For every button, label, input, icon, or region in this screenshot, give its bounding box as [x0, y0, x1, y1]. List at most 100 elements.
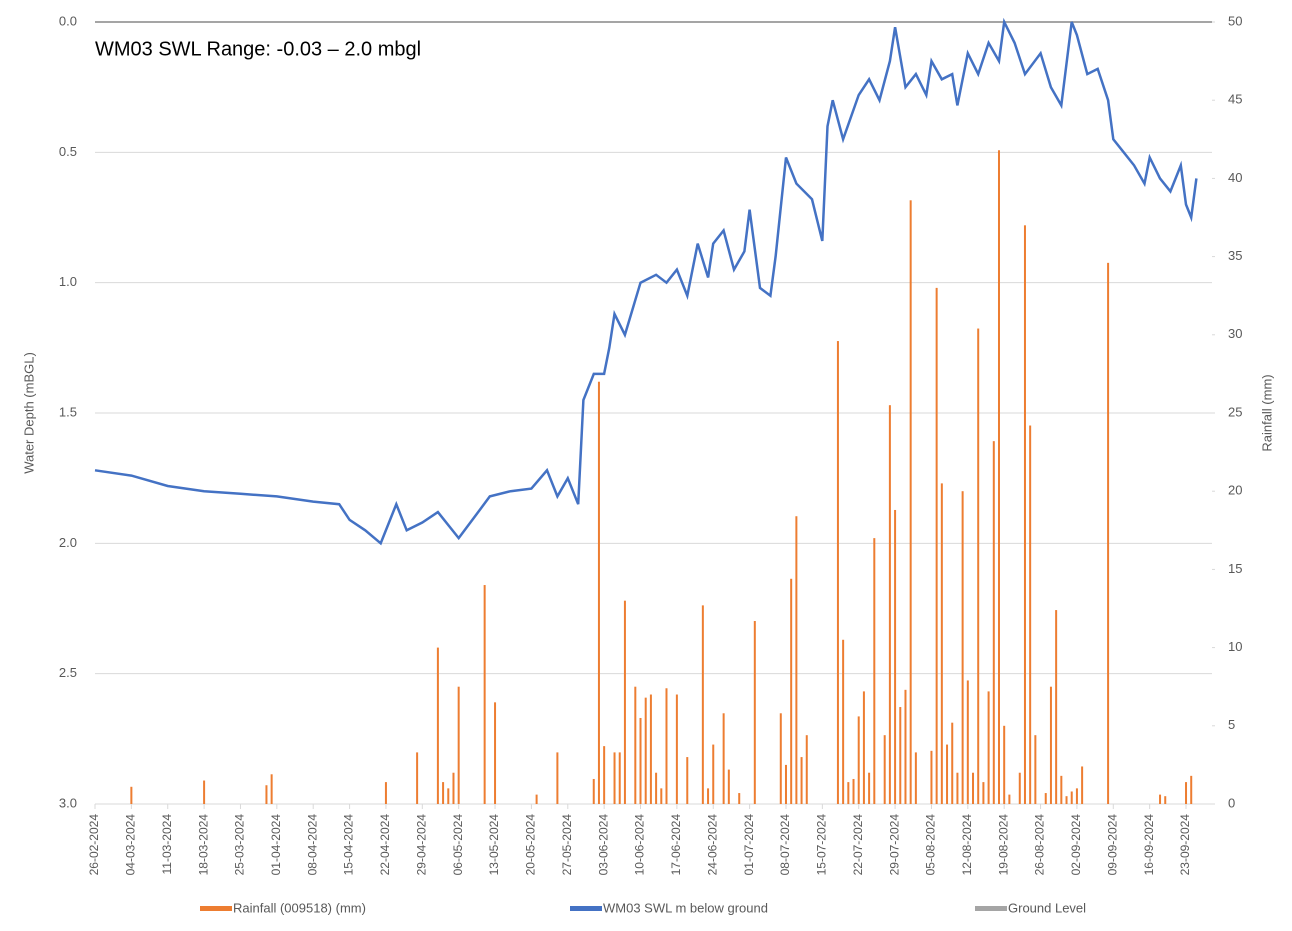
rain-bar: [951, 722, 954, 804]
rain-bar: [779, 713, 782, 804]
rain-bar: [452, 772, 455, 804]
y-tick-label: 0.0: [59, 13, 77, 28]
rain-bar: [618, 752, 621, 804]
x-tick-label: 12-08-2024: [960, 814, 974, 876]
rain-bar: [592, 778, 595, 804]
rain-bar: [982, 782, 985, 804]
rain-bar: [722, 713, 725, 804]
rain-bar: [784, 764, 787, 804]
y-axis-title: Water Depth (mBGL): [21, 352, 36, 474]
rain-bar: [852, 778, 855, 804]
level-line: [94, 17, 1198, 546]
x-tick-label: 27-05-2024: [560, 814, 574, 876]
legend-label: Rainfall (009518) (mm): [233, 900, 366, 915]
rain-bar: [753, 621, 756, 804]
rain-bar: [660, 788, 663, 804]
rain-bar: [800, 757, 803, 804]
y2-tick-label: 15: [1228, 561, 1242, 576]
x-tick-label: 03-06-2024: [596, 814, 610, 876]
x-tick-label: 10-06-2024: [633, 814, 647, 876]
rain-bar: [1044, 793, 1047, 804]
rain-bar: [795, 516, 798, 804]
x-tick-label: 04-03-2024: [124, 814, 138, 876]
rain-bar: [727, 769, 730, 804]
x-tick-label: 22-07-2024: [851, 814, 865, 876]
x-tick-label: 01-04-2024: [269, 814, 283, 876]
rain-bar: [940, 483, 943, 804]
x-tick-label: 08-07-2024: [778, 814, 792, 876]
rain-bar: [987, 691, 990, 804]
x-tick-label: 08-04-2024: [305, 814, 319, 876]
y2-tick-label: 35: [1228, 248, 1242, 263]
x-tick-label: 02-09-2024: [1069, 814, 1083, 876]
x-tick-label: 25-03-2024: [233, 814, 247, 876]
legend-swatch: [570, 906, 602, 911]
y2-tick-label: 45: [1228, 92, 1242, 107]
rain-bar: [639, 717, 642, 804]
legend-swatch: [975, 906, 1007, 911]
rain-bar: [862, 691, 865, 804]
rain-bar: [712, 744, 715, 804]
x-tick-label: 13-05-2024: [487, 814, 501, 876]
rain-bar: [1049, 686, 1052, 804]
rain-bar: [935, 287, 938, 804]
rain-bar: [992, 441, 995, 804]
x-tick-label: 05-08-2024: [924, 814, 938, 876]
rain-bar: [655, 772, 658, 804]
rain-bar: [644, 697, 647, 804]
rain-bar: [265, 785, 268, 804]
y-tick-label: 0.5: [59, 144, 77, 159]
rain-bar: [961, 491, 964, 804]
rain-bar: [873, 538, 876, 804]
rain-bar: [790, 578, 793, 804]
x-tick-label: 20-05-2024: [524, 814, 538, 876]
rain-bar: [966, 680, 969, 804]
rain-bar: [494, 702, 497, 804]
rain-bar: [899, 707, 902, 804]
rain-bar: [270, 774, 273, 804]
y2-tick-label: 0: [1228, 795, 1235, 810]
y-tick-label: 3.0: [59, 795, 77, 810]
x-tick-label: 26-02-2024: [87, 814, 101, 876]
chart-title: WM03 SWL Range: -0.03 – 2.0 mbgl: [95, 38, 421, 60]
x-tick-label: 06-05-2024: [451, 814, 465, 876]
rain-bar: [1065, 796, 1068, 804]
rain-bar: [738, 793, 741, 804]
legend-swatch: [200, 906, 232, 911]
x-tick-label: 19-08-2024: [996, 814, 1010, 876]
rain-bar: [686, 757, 689, 804]
rain-bar: [384, 782, 387, 804]
rain-bar: [909, 200, 912, 804]
rain-bar: [868, 772, 871, 804]
rain-bar: [805, 735, 808, 804]
rain-bar: [857, 716, 860, 804]
rain-bar: [894, 509, 897, 804]
rain-bar: [707, 788, 710, 804]
rain-bar: [1018, 772, 1021, 804]
rain-bar: [956, 772, 959, 804]
rain-bar: [1003, 725, 1006, 804]
x-tick-label: 16-09-2024: [1142, 814, 1156, 876]
rain-bar: [613, 752, 616, 804]
rain-bar: [1060, 775, 1063, 804]
y2-tick-label: 10: [1228, 639, 1242, 654]
rain-bar: [634, 686, 637, 804]
y-tick-label: 2.0: [59, 535, 77, 550]
rain-bar: [701, 605, 704, 804]
rain-bar: [972, 772, 975, 804]
rain-bar: [1185, 782, 1188, 804]
x-tick-label: 22-04-2024: [378, 814, 392, 876]
x-tick-label: 29-07-2024: [887, 814, 901, 876]
x-tick-label: 11-03-2024: [160, 814, 174, 875]
x-tick-label: 01-07-2024: [742, 814, 756, 876]
rain-bar: [447, 788, 450, 804]
rain-bar: [675, 694, 678, 804]
x-tick-label: 17-06-2024: [669, 814, 683, 876]
rain-bar: [1081, 766, 1084, 804]
x-tick-label: 15-04-2024: [342, 814, 356, 876]
rain-bar: [1034, 735, 1037, 804]
rain-bar: [535, 794, 538, 804]
rain-bar: [556, 752, 559, 804]
rain-bar: [883, 735, 886, 804]
